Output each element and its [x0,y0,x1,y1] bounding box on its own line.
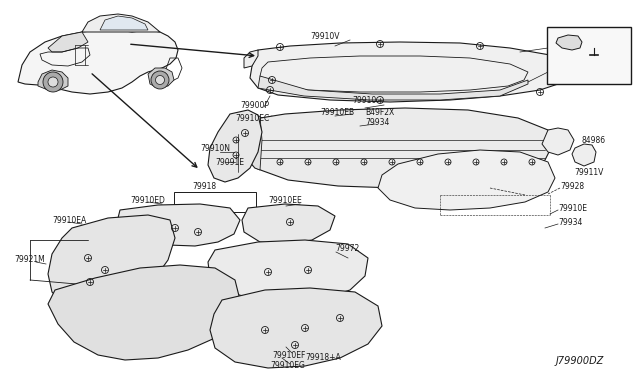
Polygon shape [208,240,368,302]
Circle shape [156,76,164,84]
Text: B49L0X(RH): B49L0X(RH) [554,63,596,69]
Polygon shape [118,204,240,246]
Polygon shape [556,35,582,50]
Polygon shape [258,76,528,100]
Circle shape [48,77,58,87]
FancyBboxPatch shape [547,27,631,84]
Text: 79918+A: 79918+A [305,353,340,362]
Text: 79921M: 79921M [14,256,45,264]
Text: 79091E: 79091E [215,157,244,167]
Text: 79910EG: 79910EG [270,362,305,371]
Polygon shape [82,14,160,32]
Polygon shape [210,288,382,368]
Text: 79910EB: 79910EB [320,108,354,116]
Polygon shape [542,128,574,155]
Text: 79911V: 79911V [574,167,604,176]
Text: J79900DZ: J79900DZ [556,356,604,366]
Text: B49L1X (LH): B49L1X (LH) [554,72,598,78]
Polygon shape [242,204,335,244]
Polygon shape [208,110,262,182]
Text: 79900P: 79900P [240,100,269,109]
Polygon shape [572,144,596,166]
Polygon shape [250,42,570,102]
Polygon shape [38,70,68,90]
Text: 79910EA: 79910EA [52,215,86,224]
Text: B49F2X: B49F2X [365,108,394,116]
Text: 79910E: 79910E [558,203,587,212]
Text: 79910V: 79910V [310,32,339,41]
Text: 79918: 79918 [192,182,216,190]
Polygon shape [148,68,174,88]
Polygon shape [18,30,178,94]
Text: 84986: 84986 [582,135,606,144]
Circle shape [43,72,63,92]
Circle shape [151,71,169,89]
Text: 79910N: 79910N [200,144,230,153]
Text: 79934: 79934 [365,118,389,126]
Polygon shape [48,32,88,52]
Polygon shape [243,116,262,170]
Polygon shape [378,150,555,210]
Text: 79910EC: 79910EC [235,113,269,122]
Text: 79972: 79972 [335,244,359,253]
Polygon shape [100,16,148,30]
Polygon shape [48,215,175,310]
Polygon shape [48,265,240,360]
Polygon shape [242,108,552,188]
Text: 79910EF: 79910EF [272,350,305,359]
Text: 79910: 79910 [352,96,376,105]
Text: 79934: 79934 [558,218,582,227]
Text: 79928: 79928 [560,182,584,190]
Text: 79910EE: 79910EE [268,196,301,205]
Polygon shape [244,50,258,68]
Text: 79910ED: 79910ED [130,196,165,205]
